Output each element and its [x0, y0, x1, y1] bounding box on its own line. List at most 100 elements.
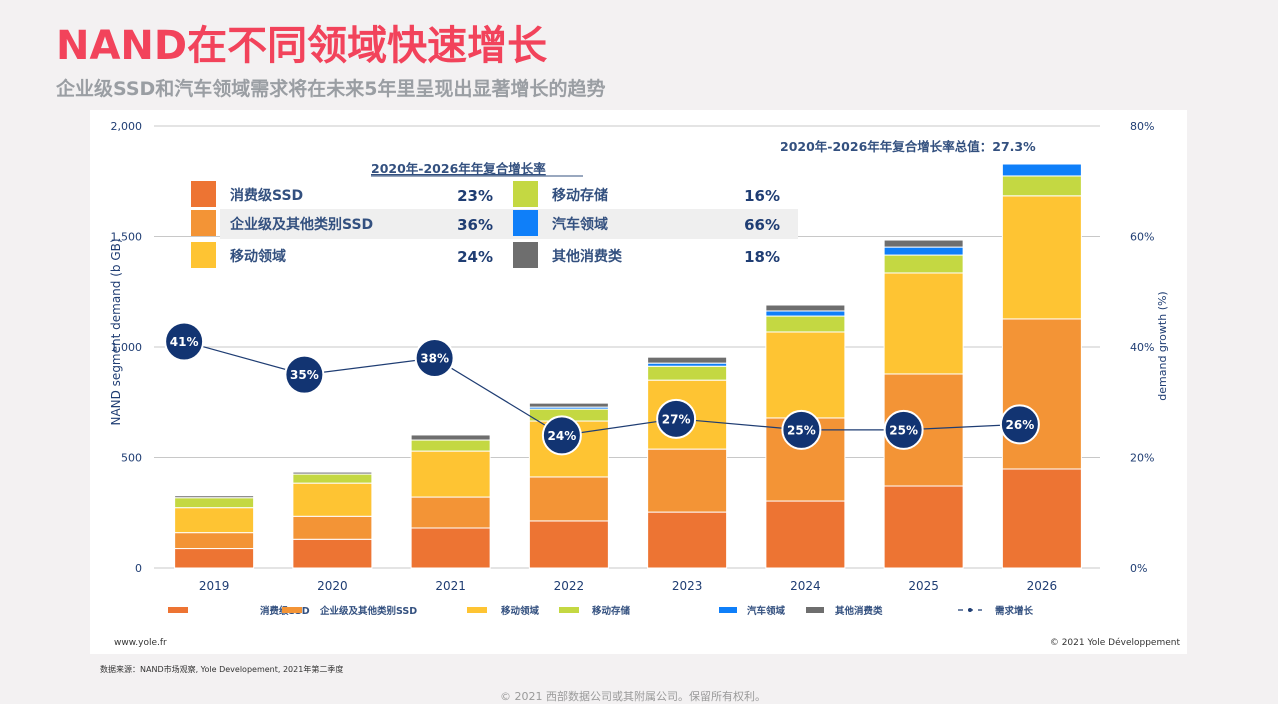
legend-swatch	[168, 607, 188, 613]
y2-tick-label: 0%	[1130, 562, 1147, 575]
growth-marker-circle	[656, 398, 697, 439]
growth-marker-circle	[999, 404, 1040, 445]
legend-label: 其他消费类	[835, 605, 883, 617]
cagr-swatch	[513, 242, 538, 268]
legend-label: 需求增长	[995, 605, 1034, 617]
legend-label: 企业级及其他类别SSD	[319, 605, 417, 617]
legend: 消费级SSD企业级及其他类别SSD移动领域移动存储汽车领域其他消费类需求增长	[168, 605, 1034, 617]
cagr-row: 企业级及其他类别SSD 36%	[191, 210, 493, 236]
footer-yole-copyright: © 2021 Yole Développement	[1050, 637, 1181, 648]
bar-segment	[174, 495, 255, 499]
x-tick-label: 2022	[554, 579, 585, 593]
bar-segment	[528, 402, 609, 408]
growth-marker-circle	[414, 338, 455, 379]
bar-segment	[883, 272, 964, 375]
cagr-row: 消费级SSD 23%	[191, 181, 493, 207]
cagr-value: 66%	[744, 216, 780, 234]
cagr-label: 汽车领域	[552, 216, 608, 233]
growth-data-label: 35%	[290, 368, 319, 382]
y-tick-label: 500	[121, 452, 142, 465]
growth-data-label: 27%	[662, 412, 691, 426]
bar-segment	[1001, 318, 1082, 470]
y-tick-label: 2,000	[111, 120, 143, 133]
growth-marker: 26%	[999, 404, 1040, 445]
bar-stack-2020	[292, 471, 373, 569]
growth-marker-circle	[284, 354, 325, 395]
cagr-row: 移动领域 24%	[191, 242, 493, 268]
legend-item: 企业级及其他类别SSD	[282, 605, 417, 617]
bar-segment	[292, 471, 373, 475]
y-tick-label: 0	[135, 562, 142, 575]
cagr-value: 18%	[744, 248, 780, 266]
bar-stack-2025	[883, 239, 964, 569]
y-tick-label: 1,500	[111, 231, 143, 244]
chart-svg: 0 500 1,000 1,500 2,000 0% 20% 40% 60% 80% NAND …	[109, 120, 1181, 648]
y2-axis-ticks: 0% 20% 40% 60% 80%	[1130, 120, 1154, 575]
growth-data-label: 25%	[787, 423, 816, 437]
legend-item: 移动领域	[467, 605, 540, 617]
bar-segment	[174, 497, 255, 509]
cagr-row: 移动存储 16%	[513, 181, 780, 207]
bar-segment	[765, 417, 846, 502]
cagr-swatch	[513, 181, 538, 207]
y-tick-label: 1,000	[111, 341, 143, 354]
bar-segment	[765, 304, 846, 312]
cagr-value: 24%	[457, 248, 493, 266]
y-axis-label: NAND segment demand (b GB)	[109, 238, 123, 425]
y2-tick-label: 80%	[1130, 120, 1154, 133]
bar-segment	[292, 482, 373, 517]
x-tick-label: 2021	[435, 579, 466, 593]
bar-stack-2022	[528, 402, 609, 569]
x-tick-label: 2025	[908, 579, 939, 593]
cagr-label: 移动存储	[552, 187, 608, 204]
bar-segment	[765, 331, 846, 419]
cagr-table-title: 2020年-2026年年复合增长率	[371, 161, 546, 176]
cagr-row: 汽车领域 66%	[513, 210, 780, 236]
y2-tick-label: 40%	[1130, 341, 1154, 354]
bar-segment	[883, 485, 964, 569]
legend-swatch	[806, 607, 824, 613]
bar-segment	[528, 520, 609, 569]
x-tick-label: 2019	[199, 579, 230, 593]
cagr-label: 消费级SSD	[230, 187, 303, 204]
source-note: 数据来源：NAND市场观察, Yole Developement, 2021年第…	[100, 665, 344, 674]
bar-segment	[883, 254, 964, 274]
cagr-value: 36%	[457, 216, 493, 234]
growth-marker: 25%	[781, 409, 822, 450]
growth-marker-circle	[541, 415, 582, 456]
bar-segment	[1001, 195, 1082, 320]
growth-marker: 41%	[164, 321, 205, 362]
growth-line: 41% 35% 38% 24% 27% 25% 25% 26%	[164, 321, 1040, 456]
cagr-row: 其他消费类 18%	[513, 242, 780, 268]
bar-segment	[174, 507, 255, 534]
footer-yole-url: www.yole.fr	[114, 638, 167, 648]
cagr-label: 其他消费类	[552, 248, 623, 265]
bar-stack-2026	[1001, 163, 1082, 569]
growth-data-label: 26%	[1006, 418, 1035, 432]
page-subtitle: 企业级SSD和汽车领域需求将在未来5年里呈现出显著增长的趋势	[56, 78, 606, 100]
bar-segment	[410, 439, 491, 452]
growth-marker: 24%	[541, 415, 582, 456]
cagr-swatch	[191, 242, 216, 268]
growth-marker: 38%	[414, 338, 455, 379]
growth-marker: 35%	[284, 354, 325, 395]
legend-swatch	[559, 607, 579, 613]
x-tick-label: 2026	[1027, 579, 1058, 593]
cagr-swatch	[191, 181, 216, 207]
bar-segment	[647, 448, 728, 513]
bar-segment	[174, 532, 255, 550]
bar-segment	[1001, 468, 1082, 569]
bar-segment	[647, 356, 728, 364]
bar-segment	[292, 538, 373, 569]
cagr-label: 企业级及其他类别SSD	[229, 216, 373, 233]
bar-segment	[647, 365, 728, 381]
growth-data-label: 24%	[548, 429, 577, 443]
x-tick-label: 2024	[790, 579, 821, 593]
x-axis-ticks: 2019 2020 2021 2022 2023 2024 2025 2026	[199, 579, 1057, 593]
x-tick-label: 2023	[672, 579, 703, 593]
x-tick-label: 2020	[317, 579, 348, 593]
growth-marker-circle	[883, 409, 924, 450]
bar-segment	[410, 434, 491, 441]
cagr-label: 移动领域	[230, 248, 286, 265]
